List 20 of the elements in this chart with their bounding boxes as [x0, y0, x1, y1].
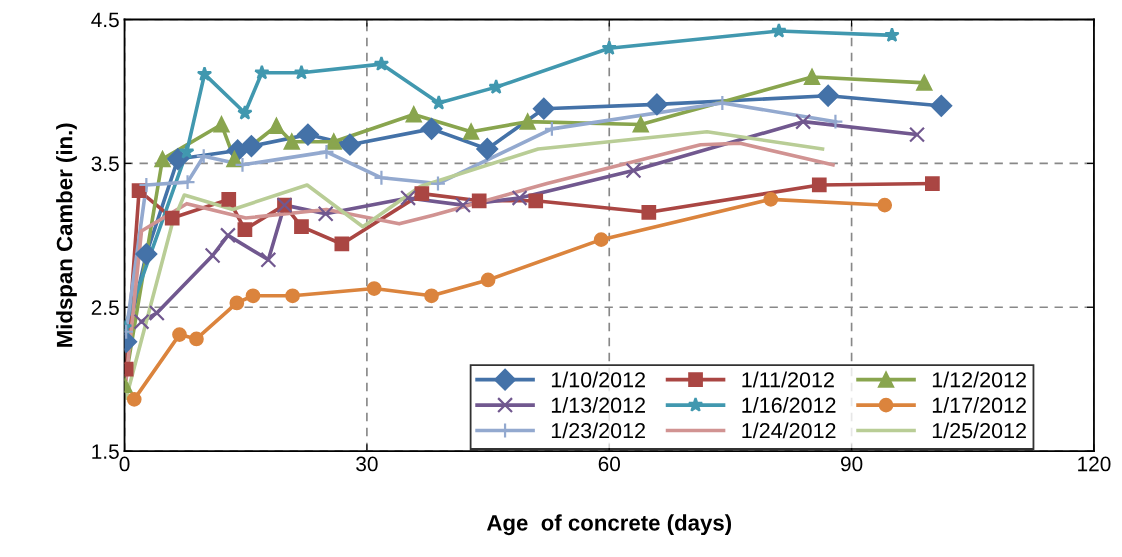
legend-label: 1/24/2012 [742, 422, 836, 439]
y-tick-label: 3.5 [91, 156, 119, 172]
x-tick-label: 90 [840, 456, 863, 472]
x-tick-label: 0 [119, 456, 130, 472]
legend-label: 1/23/2012 [551, 422, 645, 439]
legend-label: 1/17/2012 [932, 397, 1026, 413]
legend-label: 1/25/2012 [932, 422, 1026, 439]
x-tick-label: 120 [1078, 456, 1111, 472]
y-axis-title: Midspan Camber (in.) [56, 123, 77, 347]
legend-label: 1/10/2012 [551, 371, 645, 388]
legend-label: 1/16/2012 [742, 397, 836, 413]
y-tick-label: 1.5 [92, 444, 119, 459]
y-tick-label: 4.5 [91, 12, 119, 28]
x-tick-label: 60 [598, 456, 621, 472]
y-tick-label: 2.5 [91, 300, 119, 316]
x-axis-title: Age of concrete (days) [486, 514, 732, 536]
legend-label: 1/12/2012 [932, 371, 1026, 388]
x-tick-label: 30 [356, 456, 378, 472]
legend-label: 1/13/2012 [551, 397, 645, 413]
legend-label: 1/11/2012 [742, 371, 834, 388]
